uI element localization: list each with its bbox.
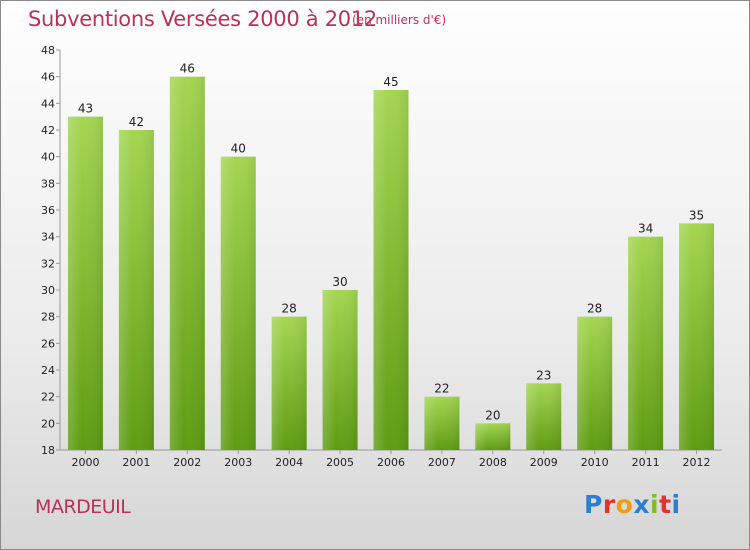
data-label: 23	[536, 368, 551, 382]
data-label: 46	[180, 62, 195, 76]
logo-letter: x	[633, 490, 650, 519]
y-tick-label: 26	[41, 337, 55, 350]
y-tick-label: 30	[41, 284, 55, 297]
bar-shade	[220, 156, 256, 450]
y-tick-label: 28	[41, 311, 55, 324]
y-tick-label: 32	[41, 257, 55, 270]
x-tick-label: 2000	[71, 456, 99, 469]
x-tick-label: 2008	[479, 456, 507, 469]
y-tick-label: 48	[41, 44, 55, 57]
y-tick-label: 24	[41, 364, 55, 377]
bar-shade	[118, 130, 154, 450]
logo-letter: i	[671, 490, 681, 519]
x-tick-label: 2012	[683, 456, 711, 469]
x-tick-label: 2006	[377, 456, 405, 469]
data-labels: 43 42 46 40 28 30 45 22 20 23 28 34 35	[78, 62, 704, 423]
bar-shade	[628, 236, 664, 450]
bar-shade	[577, 316, 613, 450]
bar-shade	[67, 116, 103, 451]
x-tick-label: 2007	[428, 456, 456, 469]
y-tick-label: 34	[41, 231, 55, 244]
bar-shade	[475, 423, 511, 450]
logo-letter: P	[584, 490, 603, 519]
y-tick-label: 20	[41, 417, 55, 430]
y-tick-label: 42	[41, 124, 55, 137]
y-tick-label: 18	[41, 444, 55, 457]
data-label: 22	[434, 382, 449, 396]
bar-shade	[322, 290, 358, 450]
x-tick-label: 2003	[224, 456, 252, 469]
bar-shade	[679, 223, 715, 450]
logo-letter: t	[659, 490, 672, 519]
data-label: 28	[282, 302, 297, 316]
bar-shade	[526, 383, 562, 450]
logo-letter: o	[615, 490, 634, 519]
data-label: 30	[332, 275, 347, 289]
y-tick-label: 22	[41, 391, 55, 404]
x-tick-label: 2005	[326, 456, 354, 469]
y-tick-label: 46	[41, 71, 55, 84]
bar-shade	[424, 396, 460, 450]
x-tick-label: 2011	[632, 456, 660, 469]
data-label: 20	[485, 408, 500, 422]
logo-letter: i	[650, 490, 660, 519]
data-label: 45	[383, 75, 398, 89]
x-tick-label: 2001	[122, 456, 150, 469]
chart-subtitle: (en milliers d'€)	[352, 13, 447, 27]
logo-letter: r	[602, 490, 616, 519]
chart-title: Subventions Versées 2000 à 2012	[28, 7, 377, 31]
data-label: 34	[638, 222, 653, 236]
y-tick-label: 40	[41, 151, 55, 164]
data-label: 42	[129, 115, 144, 129]
x-tick-label: 2010	[581, 456, 609, 469]
y-tick-label: 44	[41, 97, 55, 110]
bar-shade	[373, 90, 409, 450]
x-tick-label: 2009	[530, 456, 558, 469]
data-label: 43	[78, 102, 93, 116]
x-tick-label: 2004	[275, 456, 303, 469]
bar-shade	[169, 76, 205, 451]
bars	[67, 76, 715, 451]
x-tick-label: 2002	[173, 456, 201, 469]
y-tick-label: 38	[41, 177, 55, 190]
data-label: 28	[587, 302, 602, 316]
bar-shade	[271, 316, 307, 450]
data-label: 35	[689, 208, 704, 222]
proxiti-logo: Proxiti	[584, 490, 681, 519]
y-tick-label: 36	[41, 204, 55, 217]
place-name: MARDEUIL	[35, 496, 131, 518]
data-label: 40	[231, 142, 246, 156]
